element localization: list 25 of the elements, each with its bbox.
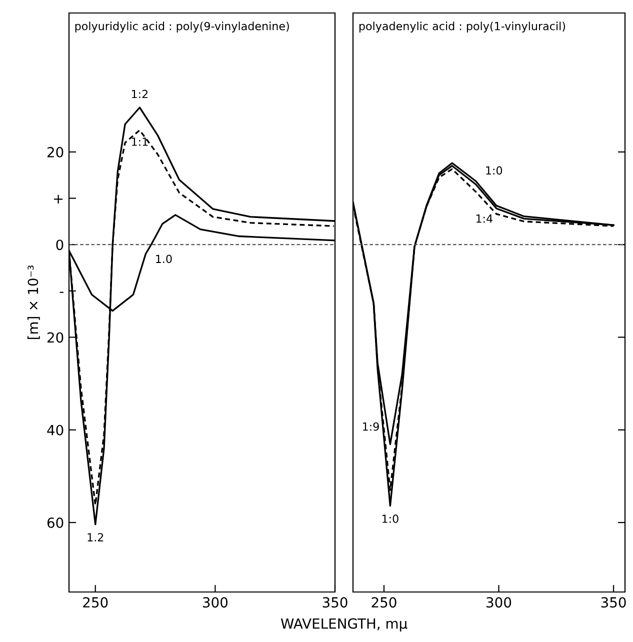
- x-tick-label: 350: [601, 597, 626, 608]
- x-tick-label: 300: [202, 597, 228, 608]
- annotation: 1:0: [486, 166, 502, 175]
- y-tick-label: 0: [56, 240, 64, 250]
- y-tick-label: 20: [47, 332, 64, 343]
- y-axis-title: [m] × 10⁻³: [27, 266, 40, 340]
- x-tick-label: 350: [322, 597, 348, 608]
- annotation: 1:9: [363, 422, 379, 431]
- x-tick-label: 300: [486, 597, 512, 608]
- annotation: 1:4: [476, 214, 492, 223]
- text: polyadenylic acid : poly(1-vinyluracil): [359, 22, 566, 32]
- y-tick-label: 60: [47, 517, 64, 528]
- x-tick-label: 250: [83, 597, 108, 608]
- annotation: 1:2: [132, 90, 148, 98]
- annotation: 1.0: [156, 254, 172, 264]
- text: polyuridylic acid : poly(9-vinyladenine): [75, 22, 289, 32]
- annotation: 1.2: [88, 533, 104, 542]
- y-tick-label: +: [54, 194, 63, 204]
- annotation: 1:0: [382, 514, 398, 523]
- y-tick-label: 40: [47, 424, 64, 436]
- annotation: 1:1: [132, 138, 148, 146]
- x-axis-title: WAVELENGTH, mμ: [280, 618, 408, 632]
- y-tick-label: -: [60, 292, 64, 293]
- y-tick-label: 20: [47, 146, 64, 158]
- x-tick-label: 250: [372, 597, 396, 608]
